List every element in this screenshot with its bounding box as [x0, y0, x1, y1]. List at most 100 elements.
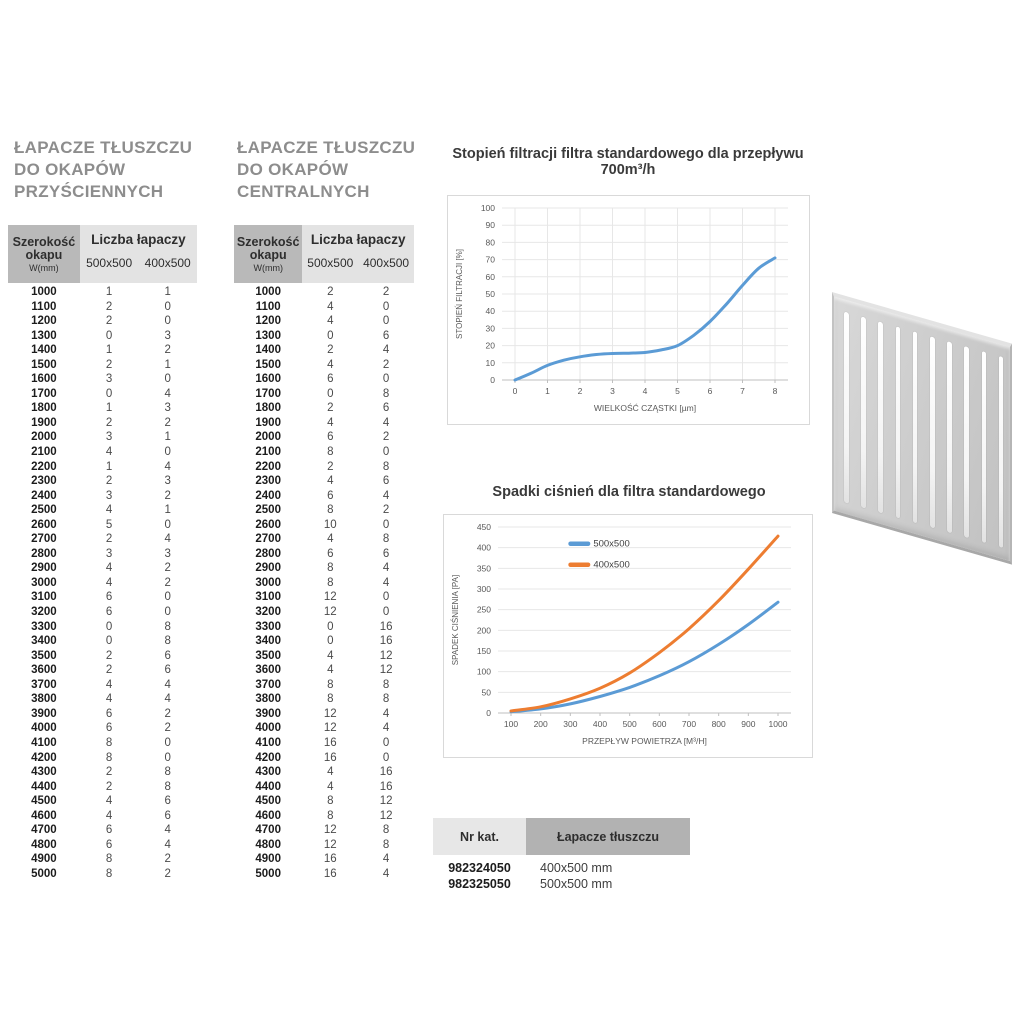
hood-width-cell: 1700: [31, 387, 57, 400]
table2-subheader-400x500: 400x500: [363, 256, 410, 270]
hood-width-cell: 1100: [31, 300, 57, 313]
table-row: 2300 4 6: [234, 474, 414, 489]
table-row: 4800 12 8: [234, 838, 414, 853]
filter-slot: [878, 321, 883, 514]
x-tick-label: 6: [708, 386, 713, 396]
hood-width-cell: 3600: [255, 664, 281, 677]
count-500x500-cell: 12: [323, 722, 337, 735]
table-row: 5000 16 4: [234, 867, 414, 882]
count-400x500-cell: 4: [164, 693, 171, 706]
table-row: 1600 3 0: [8, 372, 197, 387]
count-500x500-cell: 2: [105, 416, 113, 429]
table-row: 4400 4 16: [234, 780, 414, 795]
hood-width-cell: 3500: [255, 649, 281, 662]
y-tick-label: 0: [490, 375, 495, 385]
table2-subheader-500x500: 500x500: [307, 256, 354, 270]
legend-label: 500x500: [593, 539, 629, 550]
count-500x500-cell: 1: [105, 402, 113, 415]
table-row: 2700 2 4: [8, 532, 197, 547]
hood-width-cell: 3600: [31, 664, 57, 677]
count-400x500-cell: 0: [164, 736, 171, 749]
count-400x500-cell: 6: [382, 475, 390, 488]
count-400x500-cell: 4: [382, 489, 390, 502]
table-row: 1900 2 2: [8, 416, 197, 431]
hood-width-cell: 1900: [255, 416, 281, 429]
count-400x500-cell: 12: [379, 795, 393, 808]
table-row: 2300 2 3: [8, 474, 197, 489]
count-400x500-cell: 4: [382, 707, 390, 720]
hood-width-cell: 1000: [31, 286, 57, 298]
central-hood-grease-trap-table: Szerokość okapu W(mm) Liczba łapaczy 500…: [234, 225, 414, 881]
hood-width-cell: 2400: [31, 489, 57, 502]
count-500x500-cell: 4: [105, 809, 113, 822]
y-tick-label: 450: [477, 522, 491, 532]
table-row: 3500 4 12: [234, 649, 414, 664]
count-400x500-cell: 1: [164, 358, 171, 371]
table-row: 2700 4 8: [234, 532, 414, 547]
x-tick-label: 1000: [769, 719, 788, 729]
count-400x500-cell: 6: [382, 547, 390, 560]
count-400x500-cell: 6: [164, 795, 171, 808]
count-500x500-cell: 12: [323, 824, 337, 837]
count-400x500-cell: 4: [164, 460, 171, 473]
count-500x500-cell: 1: [105, 286, 113, 298]
pressure-drop-chart: 0 50 100 150 200 250 300 350 400 450 100 200 300 400 5…: [443, 514, 813, 758]
count-500x500-cell: 4: [327, 780, 334, 793]
x-tick-label: 1: [545, 386, 550, 396]
hood-width-cell: 3300: [31, 620, 57, 633]
table2-body: 1000 2 2 1100 4 0 1200 4 0 1300 0 6 1400 2 4 1500 4 2 1600…: [234, 285, 414, 881]
y-tick-label: 50: [486, 289, 496, 299]
hood-width-cell: 1800: [31, 402, 57, 415]
table-row: 3900 12 4: [234, 707, 414, 722]
count-400x500-cell: 3: [164, 329, 171, 342]
count-500x500-cell: 4: [105, 678, 113, 691]
count-400x500-cell: 12: [379, 649, 393, 662]
catalog-header: Nr kat. Łapacze tłuszczu: [433, 818, 690, 855]
count-400x500-cell: 8: [382, 678, 390, 691]
table-row: 1200 2 0: [8, 314, 197, 329]
count-500x500-cell: 8: [327, 562, 334, 575]
count-500x500-cell: 2: [105, 300, 113, 313]
count-500x500-cell: 10: [323, 518, 337, 531]
count-500x500-cell: 12: [323, 707, 337, 720]
hood-width-cell: 1100: [255, 300, 281, 313]
table-row: 1700 0 4: [8, 387, 197, 402]
catalog-body: 982324050 400x500 mm 982325050 500x500 mm: [433, 860, 690, 892]
count-400x500-cell: 8: [164, 766, 171, 779]
count-500x500-cell: 4: [327, 300, 334, 313]
hood-width-cell: 3000: [255, 576, 281, 589]
table-row: 2600 10 0: [234, 518, 414, 533]
table-row: 4600 4 6: [8, 809, 197, 824]
hood-width-cell: 1900: [31, 416, 57, 429]
table-row: 1500 2 1: [8, 358, 197, 373]
table1-title: ŁAPACZE TŁUSZCZU DO OKAPÓW PRZYŚCIENNYCH: [14, 137, 192, 203]
count-500x500-cell: 0: [105, 387, 113, 400]
table2-width-title: Szerokość okapu: [236, 234, 300, 262]
hood-width-cell: 3800: [255, 693, 281, 706]
hood-width-cell: 1500: [31, 358, 57, 371]
count-500x500-cell: 0: [327, 620, 334, 633]
table-row: 2500 4 1: [8, 503, 197, 518]
hood-width-cell: 3000: [31, 576, 57, 589]
hood-width-cell: 3400: [255, 635, 281, 648]
count-400x500-cell: 8: [382, 838, 390, 851]
hood-width-cell: 3200: [31, 606, 57, 619]
count-500x500-cell: 4: [105, 693, 113, 706]
count-500x500-cell: 16: [323, 867, 337, 880]
count-500x500-cell: 8: [327, 693, 334, 706]
catalog-header-product: Łapacze tłuszczu: [526, 818, 690, 855]
count-500x500-cell: 6: [327, 373, 334, 386]
table-row: 4300 4 16: [234, 765, 414, 780]
count-400x500-cell: 4: [164, 824, 171, 837]
hood-width-cell: 3700: [255, 678, 281, 691]
count-400x500-cell: 16: [379, 766, 393, 779]
count-400x500-cell: 4: [164, 533, 171, 546]
table1-subheader-400x500: 400x500: [144, 256, 191, 270]
count-400x500-cell: 4: [382, 416, 390, 429]
wall-hood-grease-trap-table: Szerokość okapu W(mm) Liczba łapaczy 500…: [8, 225, 197, 881]
hood-width-cell: 2100: [255, 446, 281, 459]
catalog-header-nr: Nr kat.: [433, 818, 526, 855]
table-row: 3400 0 16: [234, 634, 414, 649]
hood-width-cell: 2000: [255, 431, 281, 444]
count-400x500-cell: 4: [164, 387, 171, 400]
